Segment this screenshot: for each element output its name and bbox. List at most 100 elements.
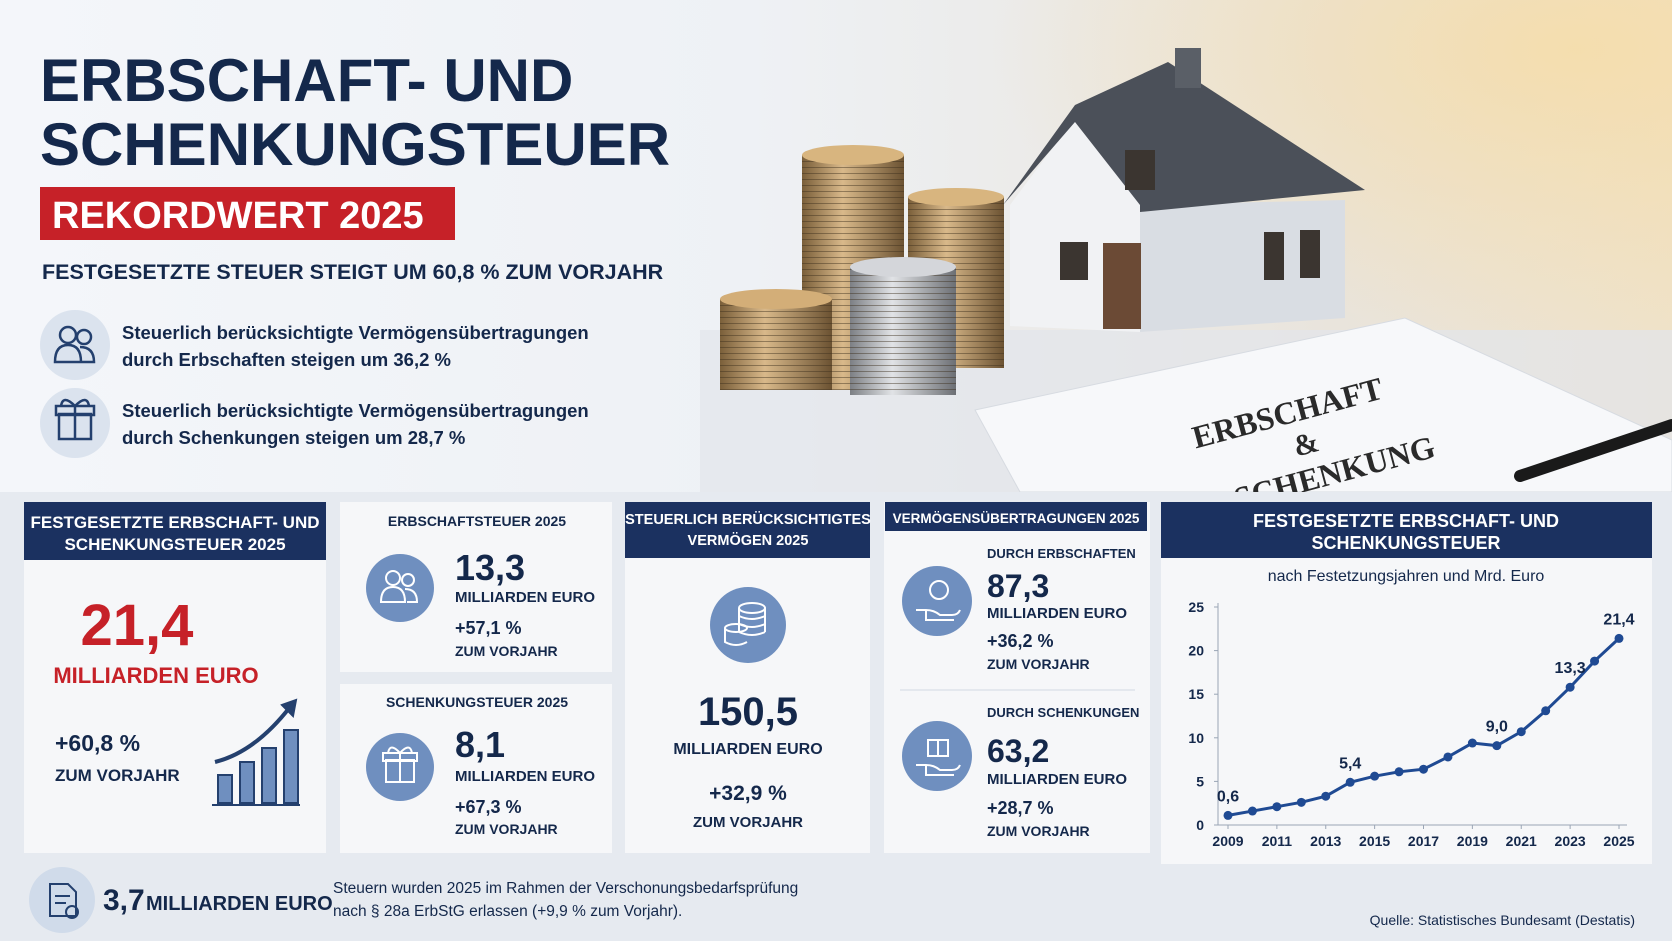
title: ERBSCHAFT- UND: [40, 47, 573, 114]
card-value: 13,3: [455, 547, 525, 588]
point: [1296, 797, 1306, 807]
item-unit: MILLIARDEN EURO: [987, 605, 1127, 622]
item-value: 87,3: [987, 568, 1049, 604]
x-tick-label: 2009: [1212, 833, 1243, 849]
card: [625, 502, 870, 853]
point: [1272, 802, 1282, 812]
point: [1492, 741, 1502, 751]
point: [1565, 682, 1575, 692]
point: [1590, 656, 1600, 666]
annotation: 9,0: [1486, 719, 1508, 736]
source: Quelle: Statistisches Bundesamt (Destati…: [1370, 912, 1635, 928]
item-label: DURCH ERBSCHAFTEN: [987, 546, 1136, 561]
footer-text: Steuern wurden 2025 im Rahmen der Versch…: [333, 880, 798, 897]
card-title: STEUERLICH BERÜCKSICHTIGTES: [625, 511, 871, 528]
card-change-label: ZUM VORJAHR: [693, 814, 803, 831]
point: [1321, 791, 1331, 801]
gift-hand-icon-glyph: [916, 739, 961, 776]
card-title: FESTGESETZTE ERBSCHAFT- UND: [30, 513, 319, 532]
card-unit: MILLIARDEN EURO: [673, 741, 822, 758]
coins-icon-glyph: [724, 602, 766, 646]
people-icon-glyph: [53, 325, 96, 364]
chart-title: FESTGESETZTE ERBSCHAFT- UND: [1253, 511, 1559, 531]
card: [884, 502, 1150, 853]
card-title: VERMÖGEN 2025: [688, 532, 809, 549]
pen: [1514, 419, 1672, 482]
card-title: ERBSCHAFTSTEUER 2025: [388, 513, 566, 529]
card-unit: MILLIARDEN EURO: [53, 663, 258, 688]
title: SCHENKUNGSTEUER: [40, 111, 670, 178]
item-change-label: ZUM VORJAHR: [987, 823, 1090, 839]
card-change-label: ZUM VORJAHR: [55, 766, 180, 785]
card-title: SCHENKUNGSTEUER 2025: [386, 694, 568, 710]
growth-icon: [212, 698, 300, 806]
badge-text: REKORDWERT 2025: [52, 195, 424, 237]
card-change-label: ZUM VORJAHR: [455, 643, 558, 659]
subtitle: FESTGESETZTE STEUER STEIGT UM 60,8 % ZUM…: [42, 260, 664, 284]
footer-unit: MILLIARDEN EURO: [146, 893, 333, 915]
point: [1516, 727, 1526, 737]
y-tick-label: 10: [1188, 730, 1204, 746]
x-tick-label: 2013: [1310, 833, 1341, 849]
point: [1247, 806, 1257, 816]
bullet-text: Steuerlich berücksichtigte Vermögensüber…: [122, 400, 589, 421]
hand-icon-glyph: [916, 580, 961, 621]
x-tick-label: 2021: [1506, 833, 1537, 849]
point: [1614, 633, 1624, 643]
point: [1223, 810, 1233, 820]
item-change: +36,2 %: [987, 631, 1054, 651]
card-value: 150,5: [698, 690, 798, 734]
house: [1003, 48, 1365, 332]
point: [1419, 764, 1428, 774]
footer-value: 3,7: [103, 884, 145, 917]
card-change: +67,3 %: [455, 797, 522, 817]
card-header: [24, 502, 326, 560]
people-icon: [40, 310, 110, 380]
y-tick-label: 0: [1196, 817, 1204, 833]
y-tick-label: 20: [1188, 643, 1204, 659]
item-change-label: ZUM VORJAHR: [987, 656, 1090, 672]
card-header: [885, 502, 1147, 531]
gift-icon-glyph: [54, 398, 96, 441]
people-icon-glyph: [379, 570, 419, 603]
hand-icon: [902, 566, 972, 636]
item-value: 63,2: [987, 733, 1049, 769]
document-icon-glyph: [49, 883, 79, 919]
chart-subtitle: nach Festetzungsjahren und Mrd. Euro: [1268, 568, 1545, 585]
annotation: 5,4: [1339, 755, 1361, 772]
annotation: 21,4: [1603, 611, 1634, 628]
point: [1370, 771, 1380, 781]
card-value: 21,4: [81, 593, 194, 658]
card-change-label: ZUM VORJAHR: [455, 821, 558, 837]
card-change: +32,9 %: [709, 782, 787, 805]
point: [1467, 738, 1477, 748]
annotation: 0,6: [1217, 788, 1239, 805]
document-icon: [29, 867, 95, 933]
badge: [40, 187, 455, 240]
x-tick-label: 2025: [1603, 833, 1634, 849]
coins: [720, 145, 1004, 395]
item-label: DURCH SCHENKUNGEN: [987, 705, 1139, 720]
chart-title: SCHENKUNGSTEUER: [1311, 533, 1500, 553]
coins-icon: [710, 587, 786, 663]
x-tick-label: 2019: [1457, 833, 1488, 849]
bullet-text: durch Erbschaften steigen um 36,2 %: [122, 349, 451, 370]
footer-text: nach § 28a ErbStG erlassen (+9,9 % zum V…: [333, 903, 682, 920]
item-unit: MILLIARDEN EURO: [987, 771, 1127, 788]
point: [1394, 767, 1404, 777]
point: [1541, 706, 1551, 716]
gift-icon-glyph: [382, 746, 418, 783]
x-tick-label: 2011: [1262, 833, 1293, 849]
bullet-text: Steuerlich berücksichtigte Vermögensüber…: [122, 322, 589, 343]
card-change: +60,8 %: [55, 730, 140, 756]
x-tick-label: 2015: [1359, 833, 1390, 849]
card-unit: MILLIARDEN EURO: [455, 768, 595, 785]
y-tick-label: 15: [1188, 686, 1204, 702]
card-header: [625, 502, 870, 558]
card-change: +57,1 %: [455, 618, 522, 638]
x-tick-label: 2023: [1555, 833, 1586, 849]
y-tick-label: 25: [1188, 599, 1204, 615]
card-header: [1161, 502, 1652, 558]
